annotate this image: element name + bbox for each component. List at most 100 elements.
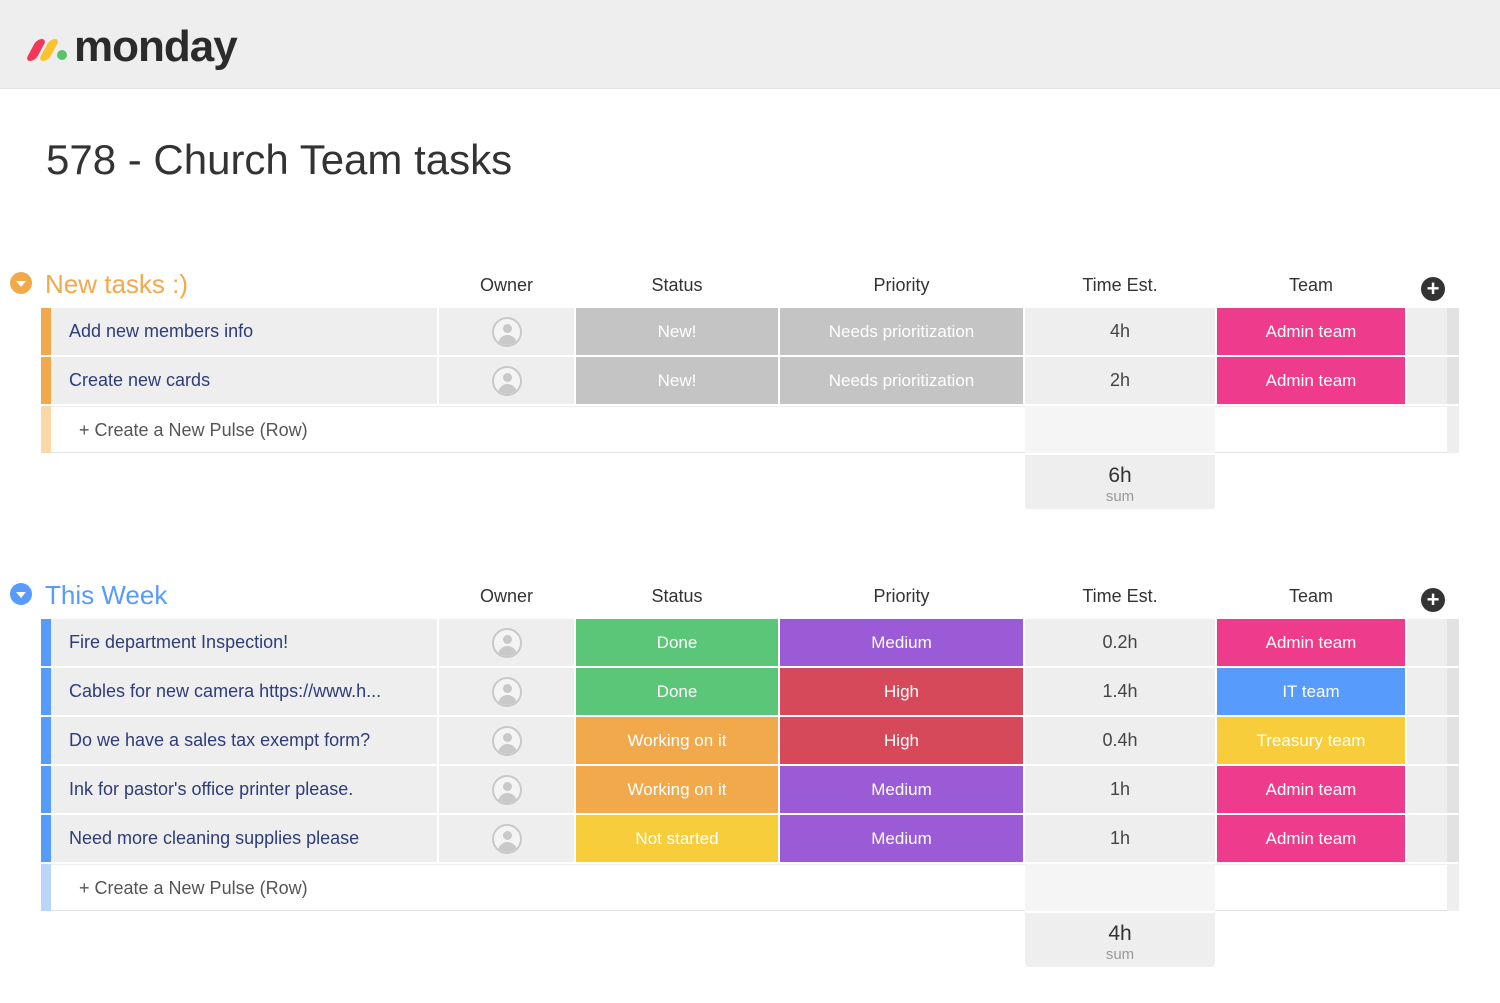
team-cell[interactable]: Admin team xyxy=(1217,619,1405,666)
team-cell[interactable]: Admin team xyxy=(1217,357,1405,404)
team-cell[interactable]: IT team xyxy=(1217,668,1405,715)
row-end xyxy=(1447,357,1459,404)
person-avatar-icon xyxy=(491,725,522,756)
status-cell[interactable]: Not started xyxy=(576,815,778,862)
column-header-owner[interactable]: Owner xyxy=(479,275,533,295)
table-row: Cables for new camera https://www.h... D… xyxy=(0,668,1500,717)
group-this-week: This Week Owner Status Priority Time Est… xyxy=(0,569,1500,967)
priority-cell[interactable]: Needs prioritization xyxy=(780,357,1023,404)
column-header-time[interactable]: Time Est. xyxy=(1082,275,1158,295)
row-accent xyxy=(41,668,51,715)
group-header: New tasks :) Owner Status Priority Time … xyxy=(0,258,1500,308)
column-header-team[interactable]: Team xyxy=(1288,275,1333,295)
create-row: + Create a New Pulse (Row) xyxy=(0,406,1500,455)
item-name[interactable]: Do we have a sales tax exempt form? xyxy=(51,717,437,764)
row-end xyxy=(1447,308,1459,355)
column-header-priority[interactable]: Priority xyxy=(873,275,930,295)
board-title[interactable]: 578 - Church Team tasks xyxy=(46,136,513,183)
status-cell[interactable]: New! xyxy=(576,308,778,355)
time-est-cell[interactable]: 4h xyxy=(1025,308,1215,355)
row-accent xyxy=(41,766,51,813)
time-sum: 4h sum xyxy=(1025,913,1215,967)
sum-label: sum xyxy=(1105,946,1135,963)
row-end xyxy=(1447,766,1459,813)
empty-cell xyxy=(1025,406,1215,453)
row-end xyxy=(1447,717,1459,764)
owner-cell[interactable] xyxy=(439,766,574,813)
collapse-group-icon[interactable] xyxy=(10,583,32,605)
item-name[interactable]: Create new cards xyxy=(51,357,437,404)
owner-cell[interactable] xyxy=(439,815,574,862)
team-cell[interactable]: Admin team xyxy=(1217,766,1405,813)
group-title[interactable]: New tasks :) xyxy=(45,269,189,299)
group-title[interactable]: This Week xyxy=(45,580,168,610)
monday-logo-icon xyxy=(25,34,70,61)
status-cell[interactable]: Working on it xyxy=(576,766,778,813)
empty-cell xyxy=(1407,308,1447,355)
owner-cell[interactable] xyxy=(439,357,574,404)
time-est-cell[interactable]: 0.4h xyxy=(1025,717,1215,764)
priority-cell[interactable]: Medium xyxy=(780,815,1023,862)
sum-value: 6h xyxy=(1108,464,1132,487)
owner-cell[interactable] xyxy=(439,619,574,666)
table-row: Ink for pastor's office printer please. … xyxy=(0,766,1500,815)
time-est-cell[interactable]: 2h xyxy=(1025,357,1215,404)
empty-cell xyxy=(1025,864,1215,911)
row-accent xyxy=(41,308,51,355)
table-row: Do we have a sales tax exempt form? Work… xyxy=(0,717,1500,766)
table-row: Need more cleaning supplies please Not s… xyxy=(0,815,1500,864)
item-name[interactable]: Ink for pastor's office printer please. xyxy=(51,766,437,813)
item-name[interactable]: Add new members info xyxy=(51,308,437,355)
row-end xyxy=(1447,815,1459,862)
empty-cell xyxy=(1407,766,1447,813)
top-bar: monday xyxy=(0,0,1500,89)
column-header-priority[interactable]: Priority xyxy=(873,586,930,606)
time-est-cell[interactable]: 0.2h xyxy=(1025,619,1215,666)
collapse-group-icon[interactable] xyxy=(10,272,32,294)
add-column-icon[interactable]: + xyxy=(1421,588,1445,612)
column-header-owner[interactable]: Owner xyxy=(479,586,533,606)
column-header-status[interactable]: Status xyxy=(651,275,703,295)
add-column-icon[interactable]: + xyxy=(1421,277,1445,301)
item-name[interactable]: Fire department Inspection! xyxy=(51,619,437,666)
monday-logo[interactable]: monday xyxy=(25,22,238,72)
row-end xyxy=(1447,864,1459,911)
column-header-time[interactable]: Time Est. xyxy=(1082,586,1158,606)
empty-cell xyxy=(1407,717,1447,764)
time-est-cell[interactable]: 1h xyxy=(1025,766,1215,813)
row-accent xyxy=(41,619,51,666)
create-row: + Create a New Pulse (Row) xyxy=(0,864,1500,913)
owner-cell[interactable] xyxy=(439,668,574,715)
group-new-tasks: New tasks :) Owner Status Priority Time … xyxy=(0,258,1500,509)
person-avatar-icon xyxy=(491,676,522,707)
create-pulse-input[interactable]: + Create a New Pulse (Row) xyxy=(51,864,1447,911)
item-name[interactable]: Need more cleaning supplies please xyxy=(51,815,437,862)
time-est-cell[interactable]: 1h xyxy=(1025,815,1215,862)
priority-cell[interactable]: Medium xyxy=(780,766,1023,813)
column-header-team[interactable]: Team xyxy=(1288,586,1333,606)
column-header-status[interactable]: Status xyxy=(651,586,703,606)
sum-label: sum xyxy=(1105,488,1135,505)
status-cell[interactable]: Done xyxy=(576,668,778,715)
owner-cell[interactable] xyxy=(439,308,574,355)
row-accent xyxy=(41,357,51,404)
team-cell[interactable]: Admin team xyxy=(1217,815,1405,862)
priority-cell[interactable]: High xyxy=(780,668,1023,715)
status-cell[interactable]: Working on it xyxy=(576,717,778,764)
priority-cell[interactable]: High xyxy=(780,717,1023,764)
time-sum: 6h sum xyxy=(1025,455,1215,509)
item-name[interactable]: Cables for new camera https://www.h... xyxy=(51,668,437,715)
row-accent xyxy=(41,717,51,764)
status-cell[interactable]: Done xyxy=(576,619,778,666)
priority-cell[interactable]: Needs prioritization xyxy=(780,308,1023,355)
status-cell[interactable]: New! xyxy=(576,357,778,404)
team-cell[interactable]: Admin team xyxy=(1217,308,1405,355)
empty-cell xyxy=(1407,357,1447,404)
owner-cell[interactable] xyxy=(439,717,574,764)
create-pulse-input[interactable]: + Create a New Pulse (Row) xyxy=(51,406,1447,453)
priority-cell[interactable]: Medium xyxy=(780,619,1023,666)
person-avatar-icon xyxy=(491,627,522,658)
empty-cell xyxy=(1407,619,1447,666)
time-est-cell[interactable]: 1.4h xyxy=(1025,668,1215,715)
team-cell[interactable]: Treasury team xyxy=(1217,717,1405,764)
